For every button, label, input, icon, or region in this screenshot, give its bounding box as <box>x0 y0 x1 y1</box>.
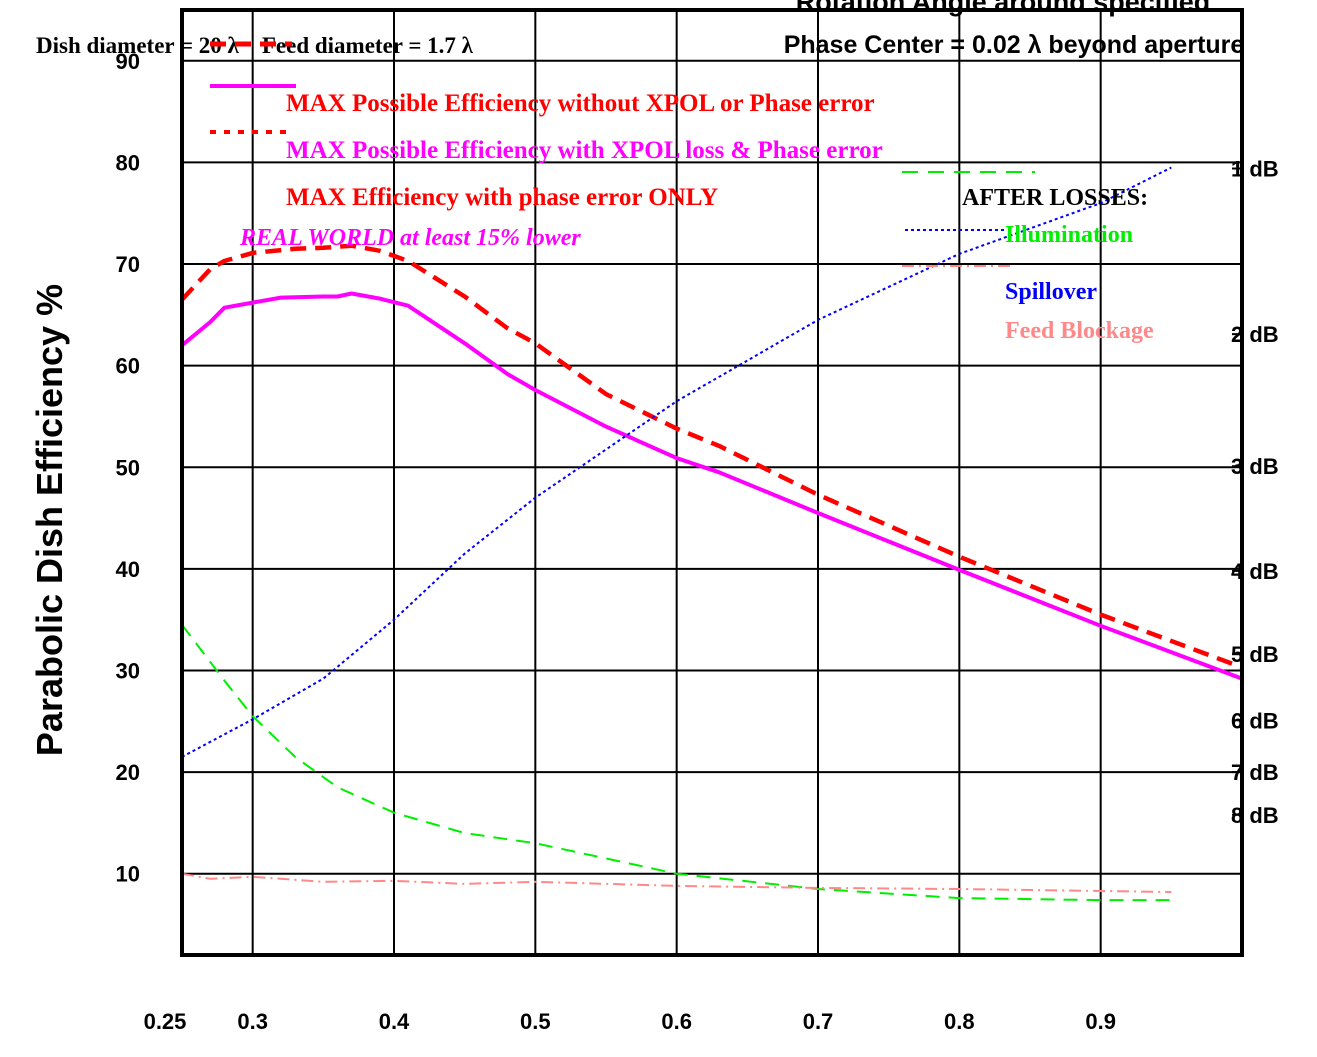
legend-item-phase-only: MAX Efficiency with phase error ONLY <box>286 184 718 211</box>
legend-item-max-no-error: MAX Possible Efficiency without XPOL or … <box>286 90 875 117</box>
legend-top: MAX Possible Efficiency without XPOL or … <box>210 41 883 251</box>
x-tick-label: 0.6 <box>661 1009 692 1034</box>
x-tick-label: 0.7 <box>803 1009 834 1034</box>
y-axis-label: Parabolic Dish Efficiency % <box>29 284 70 756</box>
y-tick-label: 40 <box>116 557 140 582</box>
chart-title-line2: Phase Center = 0.02 λ beyond aperture <box>784 31 1245 59</box>
y-tick-label: 20 <box>116 760 140 785</box>
losses-heading: AFTER LOSSES: <box>962 185 1148 211</box>
right-db-label: 7 dB <box>1231 760 1279 785</box>
x-tick-label: 0.5 <box>520 1009 551 1034</box>
legend-item-spillover: Spillover <box>1005 279 1097 305</box>
legend-losses: AFTER LOSSES: Illumination Spillover Fee… <box>902 171 1154 344</box>
y-tick-labels: 10 20 30 40 50 60 70 80 90 <box>116 49 140 887</box>
series-line-phase_only <box>180 243 1243 670</box>
x-tick-labels: 0.25 0.3 0.4 0.5 0.6 0.7 0.8 0.9 <box>144 1009 1116 1034</box>
legend-item-xpol-phase: MAX Possible Efficiency with XPOL loss &… <box>286 137 883 164</box>
x-tick-label: 0.25 <box>144 1009 187 1034</box>
right-db-label: 1 dB <box>1231 157 1279 182</box>
right-db-labels: 1 dB 2 dB 3 dB 4 dB 5 dB 6 dB 7 dB 8 dB <box>1231 157 1279 828</box>
y-tick-label: 60 <box>116 354 140 379</box>
series-line-illumination <box>181 624 1172 902</box>
y-tick-label: 80 <box>116 150 140 175</box>
right-db-label: 4 dB <box>1231 559 1279 584</box>
dish-feed-subtitle: Dish diameter = 20 λ Feed diameter = 1.7… <box>36 33 474 58</box>
real-world-note: REAL WORLD at least 15% lower <box>239 225 581 251</box>
legend-item-illumination: Illumination <box>1005 222 1133 248</box>
plot-frame <box>180 8 1244 957</box>
x-tick-label: 0.8 <box>944 1009 975 1034</box>
series-line-spillover <box>181 166 1172 758</box>
series-layer <box>180 166 1243 902</box>
chart-title: Rotation Angle around specified <box>796 0 1211 17</box>
y-tick-label: 50 <box>116 455 140 480</box>
y-tick-label: 30 <box>116 658 140 683</box>
right-db-label: 5 dB <box>1231 642 1279 667</box>
right-db-label: 6 dB <box>1231 708 1279 733</box>
right-db-label: 3 dB <box>1231 454 1279 479</box>
y-tick-label: 70 <box>116 252 140 277</box>
legend-item-feed-blockage: Feed Blockage <box>1005 318 1154 344</box>
x-tick-label: 0.3 <box>237 1009 268 1034</box>
series-line-feed_blockage <box>181 872 1172 893</box>
right-db-label: 2 dB <box>1231 322 1279 347</box>
x-tick-label: 0.4 <box>379 1009 410 1034</box>
series-line-xpol_phase <box>180 291 1243 681</box>
grid-layer <box>182 10 1242 955</box>
x-tick-label: 0.9 <box>1085 1009 1116 1034</box>
y-tick-label: 90 <box>116 49 140 74</box>
right-db-label: 8 dB <box>1231 803 1279 828</box>
y-tick-label: 10 <box>116 862 140 887</box>
